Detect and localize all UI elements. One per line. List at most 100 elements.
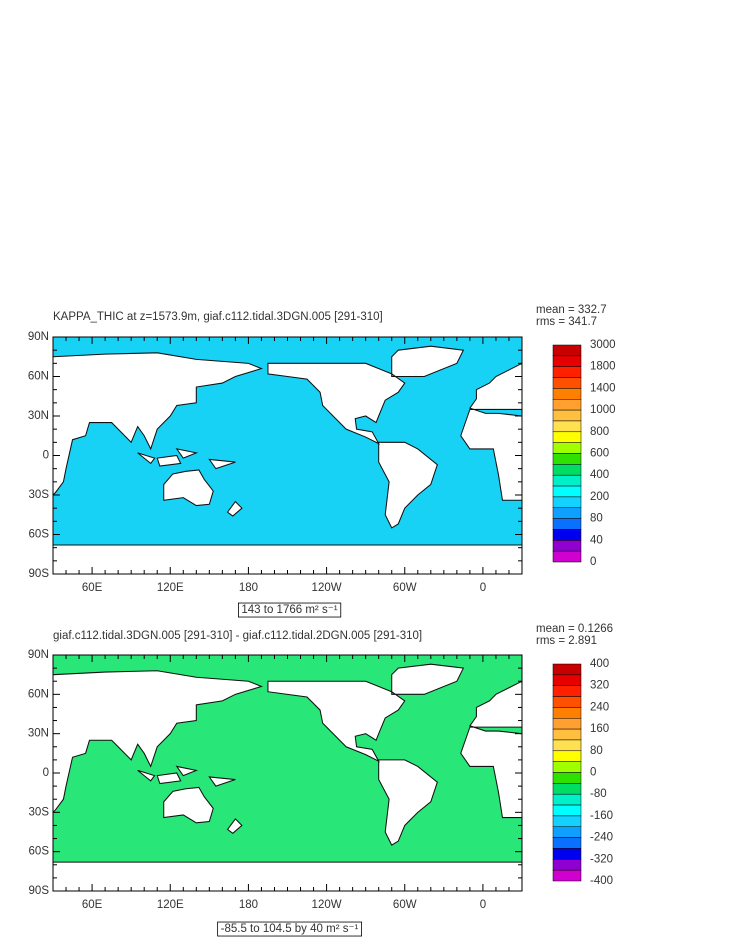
panel-title: KAPPA_THIC at z=1573.9m, giaf.c112.tidal… — [53, 311, 383, 323]
y-tick-label: 90S — [29, 568, 50, 580]
x-tick-label: 180 — [239, 582, 258, 594]
x-tick-label: 180 — [239, 899, 258, 911]
colorbar-box — [552, 783, 582, 795]
colorbar-label: -240 — [590, 832, 613, 844]
colorbar-box — [552, 442, 582, 454]
colorbar-box — [552, 399, 582, 411]
colorbar-box — [552, 518, 582, 530]
y-tick-label: 30S — [29, 806, 50, 818]
y-tick-label: 60S — [29, 529, 50, 541]
x-tick-label: 60W — [393, 899, 417, 911]
colorbar-label: -400 — [590, 875, 613, 887]
colorbar-label: 0 — [590, 556, 596, 568]
panel-title: giaf.c112.tidal.3DGN.005 [291-310] - gia… — [53, 630, 422, 642]
colorbar-label: -160 — [590, 810, 613, 822]
colorbar-box — [552, 431, 582, 443]
y-tick-label: 90N — [28, 331, 49, 343]
colorbar-label: 40 — [590, 534, 603, 546]
colorbar-box — [552, 793, 582, 806]
y-tick-label: 30N — [28, 410, 49, 422]
colorbar-label: 320 — [590, 680, 609, 692]
y-tick-label: 60N — [28, 688, 49, 700]
colorbar-label: 600 — [590, 448, 609, 460]
y-tick-label: 0 — [43, 767, 49, 779]
stat: rms = 341.7 — [536, 316, 597, 328]
colorbar-label: 80 — [590, 513, 603, 525]
stat: rms = 2.891 — [536, 635, 597, 647]
colorbar-box — [552, 674, 582, 686]
range-label: -85.5 to 104.5 by 40 m² s⁻¹ — [221, 923, 359, 935]
colorbar-box — [552, 826, 582, 838]
y-tick-label: 90N — [28, 649, 49, 661]
range-box — [237, 602, 342, 618]
colorbar-box — [552, 848, 582, 860]
colorbar-box — [552, 869, 582, 882]
colorbar-box — [552, 728, 582, 741]
y-tick-label: 60S — [29, 846, 50, 858]
y-tick-label: 0 — [43, 450, 49, 462]
y-tick-label: 30N — [28, 728, 49, 740]
x-tick-label: 120E — [157, 899, 184, 911]
colorbar-box — [552, 739, 582, 752]
colorbar-box — [552, 453, 582, 465]
colorbar-label: 1800 — [590, 361, 616, 373]
colorbar-box — [552, 485, 582, 498]
colorbar-box — [552, 696, 582, 708]
colorbar-box — [552, 540, 582, 552]
range-label: 143 to 1766 m² s⁻¹ — [241, 604, 337, 616]
x-tick-label: 120E — [157, 582, 184, 594]
colorbar-box — [552, 355, 582, 367]
colorbar-box — [552, 366, 582, 378]
colorbar-box — [552, 707, 582, 719]
colorbar-label: -80 — [590, 788, 607, 800]
colorbar-box — [552, 663, 582, 676]
colorbar-box — [552, 507, 582, 519]
colorbar-box — [552, 420, 582, 433]
x-tick-label: 60W — [393, 582, 417, 594]
x-tick-label: 0 — [480, 899, 486, 911]
y-tick-label: 30S — [29, 489, 50, 501]
colorbar-box — [552, 377, 582, 389]
colorbar-label: 400 — [590, 469, 609, 481]
colorbar-box — [552, 409, 582, 422]
colorbar-box — [552, 804, 582, 817]
colorbar-box — [552, 474, 582, 487]
colorbar-label: -320 — [590, 853, 613, 865]
stat: mean = 0.1266 — [536, 623, 613, 635]
colorbar-box — [552, 761, 582, 773]
colorbar-label: 1000 — [590, 404, 616, 416]
x-tick-label: 120W — [312, 582, 342, 594]
colorbar-label: 0 — [590, 767, 596, 779]
colorbar-box — [552, 859, 582, 871]
colorbar-box — [552, 718, 582, 730]
colorbar-box — [552, 750, 582, 762]
colorbar-box — [552, 685, 582, 697]
colorbar-label: 200 — [590, 491, 609, 503]
colorbar-box — [552, 388, 582, 400]
stat: mean = 332.7 — [536, 304, 607, 316]
x-tick-label: 0 — [480, 582, 486, 594]
colorbar-label: 1400 — [590, 382, 616, 394]
colorbar-box — [552, 344, 582, 357]
panel: KAPPA_THIC at z=1573.9m, giaf.c112.tidal… — [28, 304, 616, 618]
colorbar-label: 240 — [590, 701, 609, 713]
colorbar-box — [552, 550, 582, 563]
colorbar-box — [552, 529, 582, 541]
y-tick-label: 60N — [28, 371, 49, 383]
colorbar-label: 400 — [590, 658, 609, 670]
x-tick-label: 120W — [312, 899, 342, 911]
colorbar-label: 80 — [590, 745, 603, 757]
x-tick-label: 60E — [82, 582, 103, 594]
x-tick-label: 60E — [82, 899, 103, 911]
colorbar-box — [552, 815, 582, 828]
colorbar-box — [552, 837, 582, 849]
colorbar-box — [552, 496, 582, 508]
colorbar-label: 3000 — [590, 339, 616, 351]
panel: giaf.c112.tidal.3DGN.005 [291-310] - gia… — [28, 623, 613, 937]
y-tick-label: 90S — [29, 885, 50, 897]
colorbar-label: 160 — [590, 723, 609, 735]
colorbar-box — [552, 464, 582, 476]
colorbar-label: 800 — [590, 426, 609, 438]
colorbar-box — [552, 772, 582, 784]
